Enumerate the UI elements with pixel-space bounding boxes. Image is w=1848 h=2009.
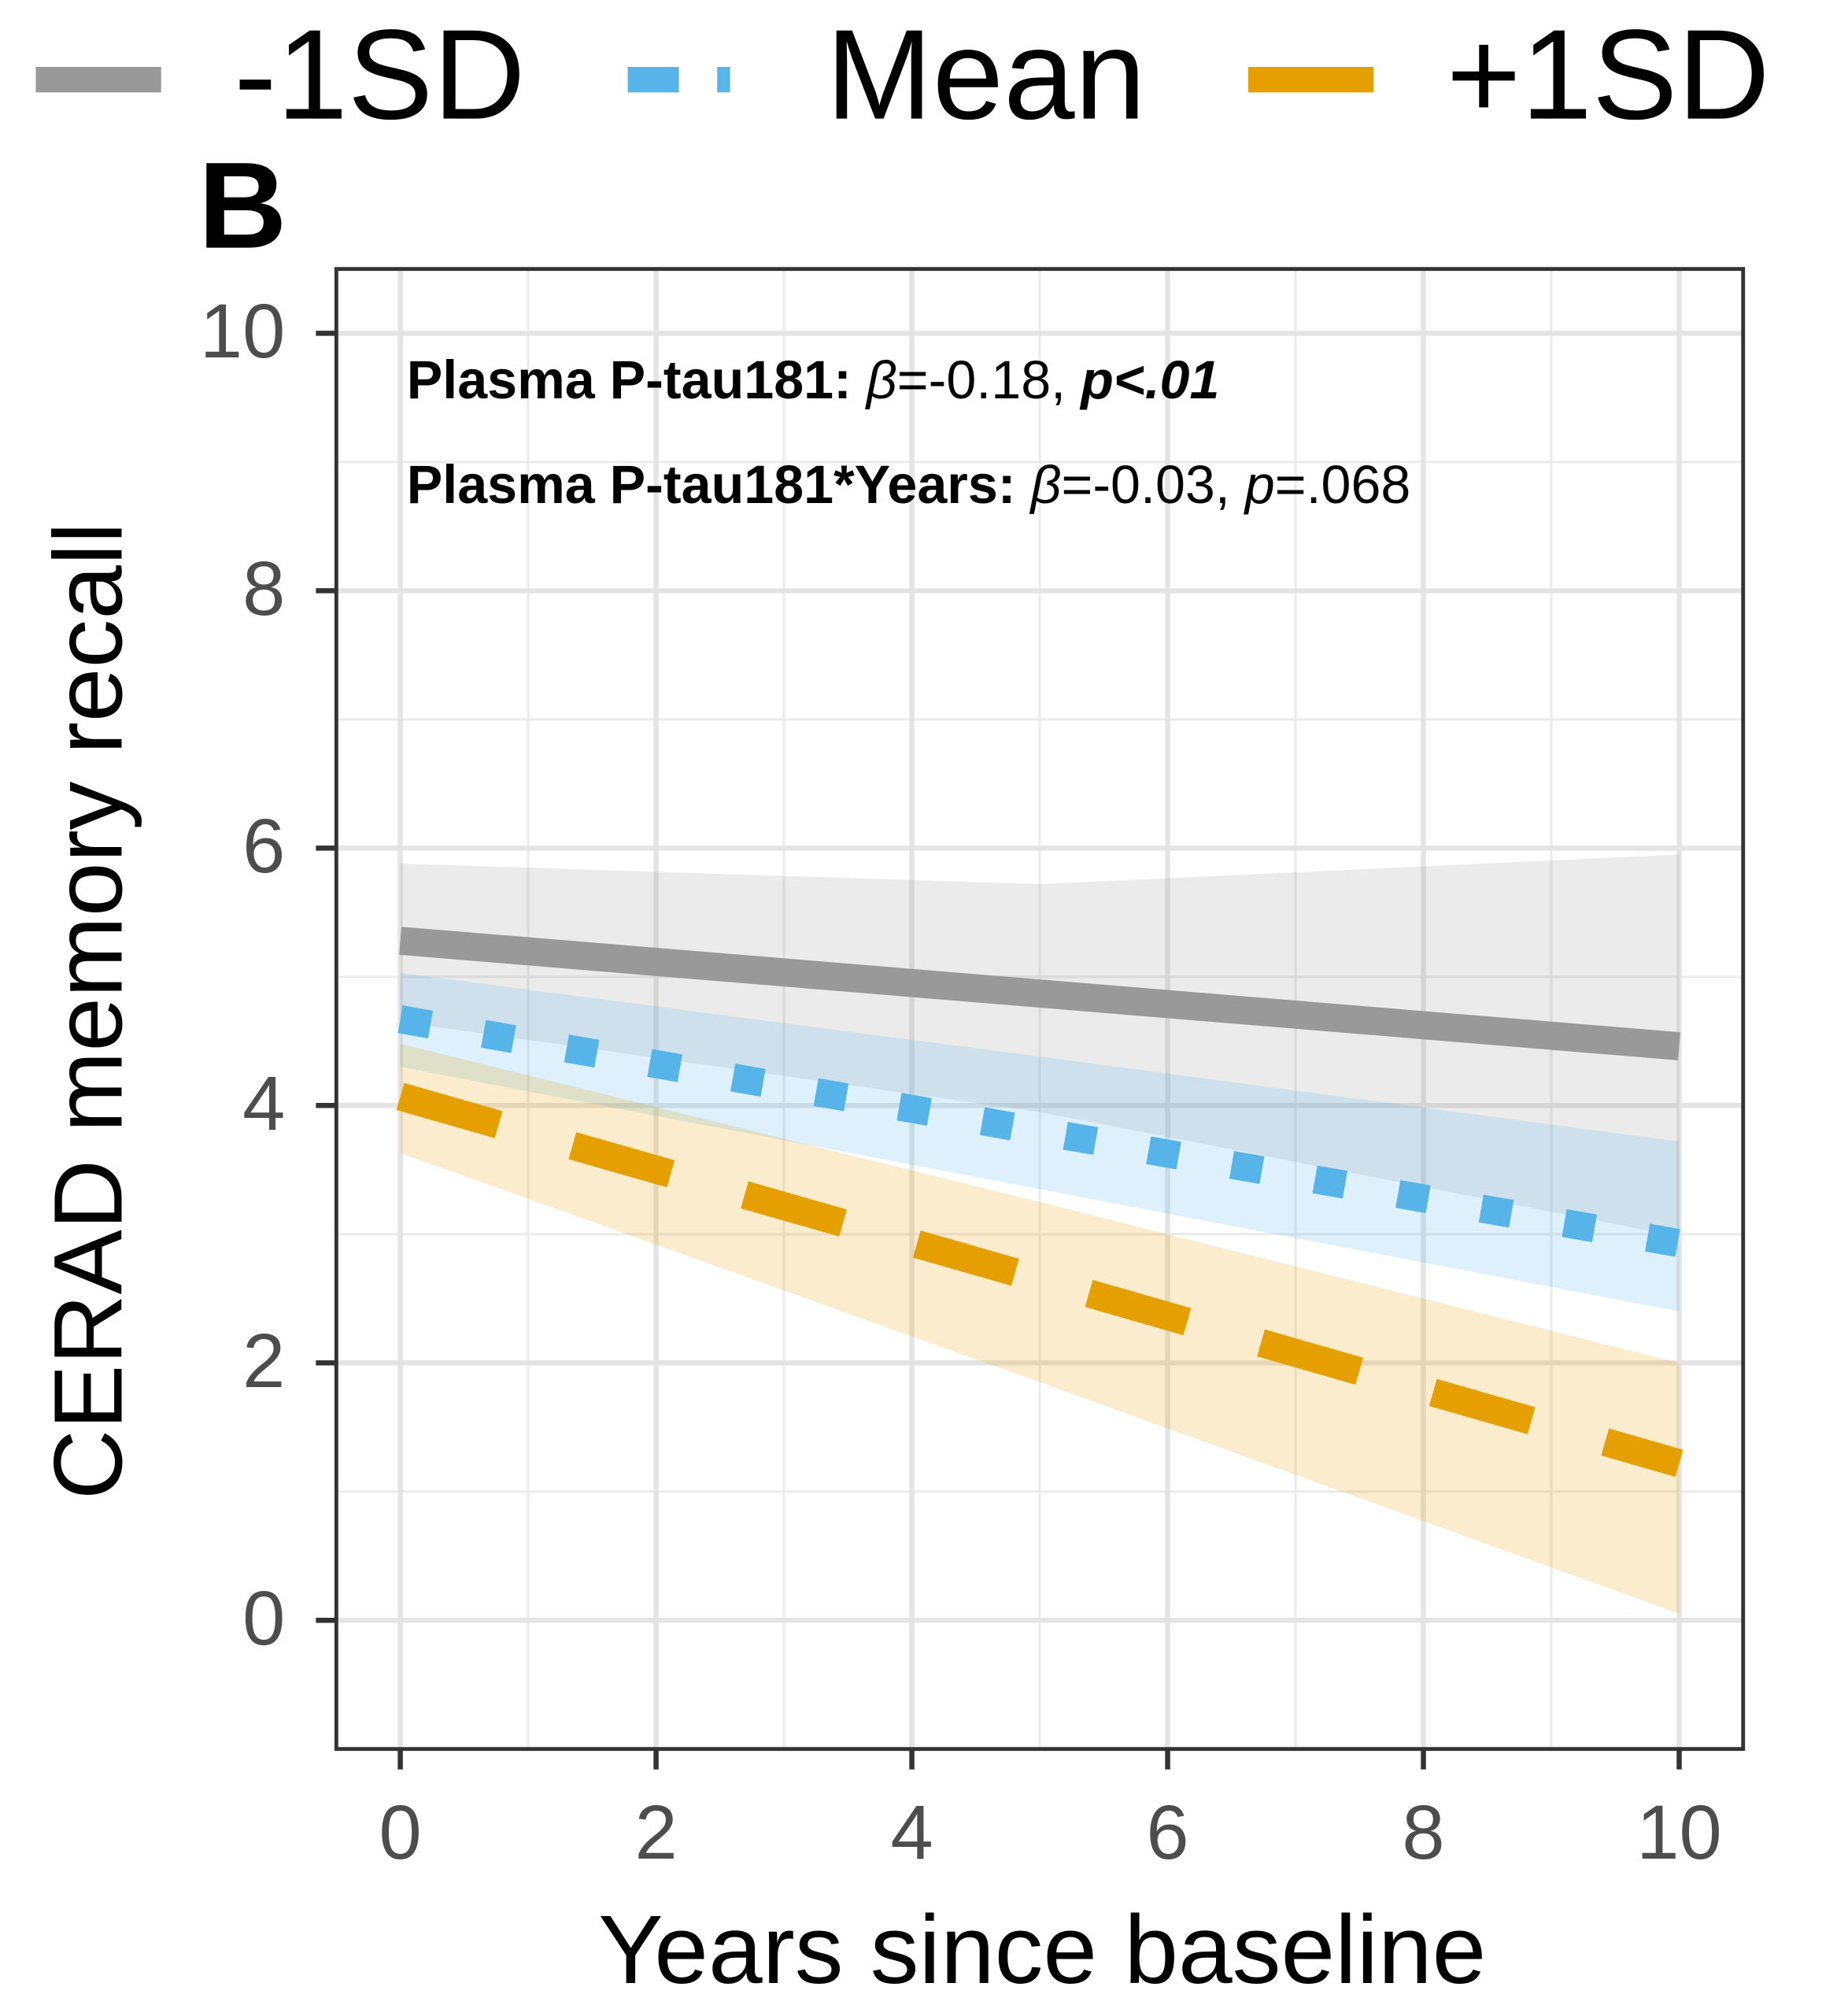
annotation-segment: p<.01 <box>1079 350 1219 410</box>
x-tick-label: 4 <box>890 1789 933 1875</box>
annotation-segment: Plasma P-tau181: <box>407 350 867 410</box>
annotation-segment: =.068 <box>1275 455 1411 515</box>
x-tick-label: 8 <box>1402 1789 1444 1875</box>
annotation-segment: β <box>1029 455 1061 515</box>
line <box>399 927 1680 1060</box>
annotation-segment: p <box>1244 455 1275 515</box>
annotation-segment: Plasma P-tau181*Years: <box>407 455 1031 515</box>
legend-label: +1SD <box>1447 4 1770 146</box>
y-tick-label: 8 <box>242 546 285 631</box>
panel-label: B <box>198 138 287 275</box>
y-tick-label: 6 <box>242 803 285 889</box>
annotation-segment: =-0.18, <box>897 350 1081 410</box>
x-tick-label: 0 <box>379 1789 421 1875</box>
y-tick-label: 10 <box>200 288 285 374</box>
ribbon <box>400 1043 1680 1615</box>
legend-label: Mean <box>826 4 1145 146</box>
legend-label: -1SD <box>234 4 525 146</box>
x-axis-title: Years since baseline <box>598 1896 1486 2004</box>
x-tick-label: 2 <box>634 1789 677 1875</box>
x-tick-label: 10 <box>1636 1789 1721 1875</box>
plot-border <box>334 267 1746 1752</box>
ribbon <box>400 972 1680 1312</box>
y-tick-label: 2 <box>242 1318 285 1404</box>
ribbon <box>400 854 1680 1238</box>
y-axis-title: CERAD memory recall <box>34 522 142 1500</box>
annotation: Plasma P-tau181*Years: β=-0.03, p=.068 <box>407 455 1411 515</box>
annotation-segment: =-0.03, <box>1061 455 1244 515</box>
x-tick-label: 6 <box>1146 1789 1188 1875</box>
y-tick-label: 4 <box>242 1060 285 1146</box>
annotation-segment: β <box>865 350 897 410</box>
line <box>396 1082 1684 1477</box>
y-tick-label: 0 <box>242 1575 285 1661</box>
annotation: Plasma P-tau181: β=-0.18, p<.01 <box>407 350 1220 410</box>
